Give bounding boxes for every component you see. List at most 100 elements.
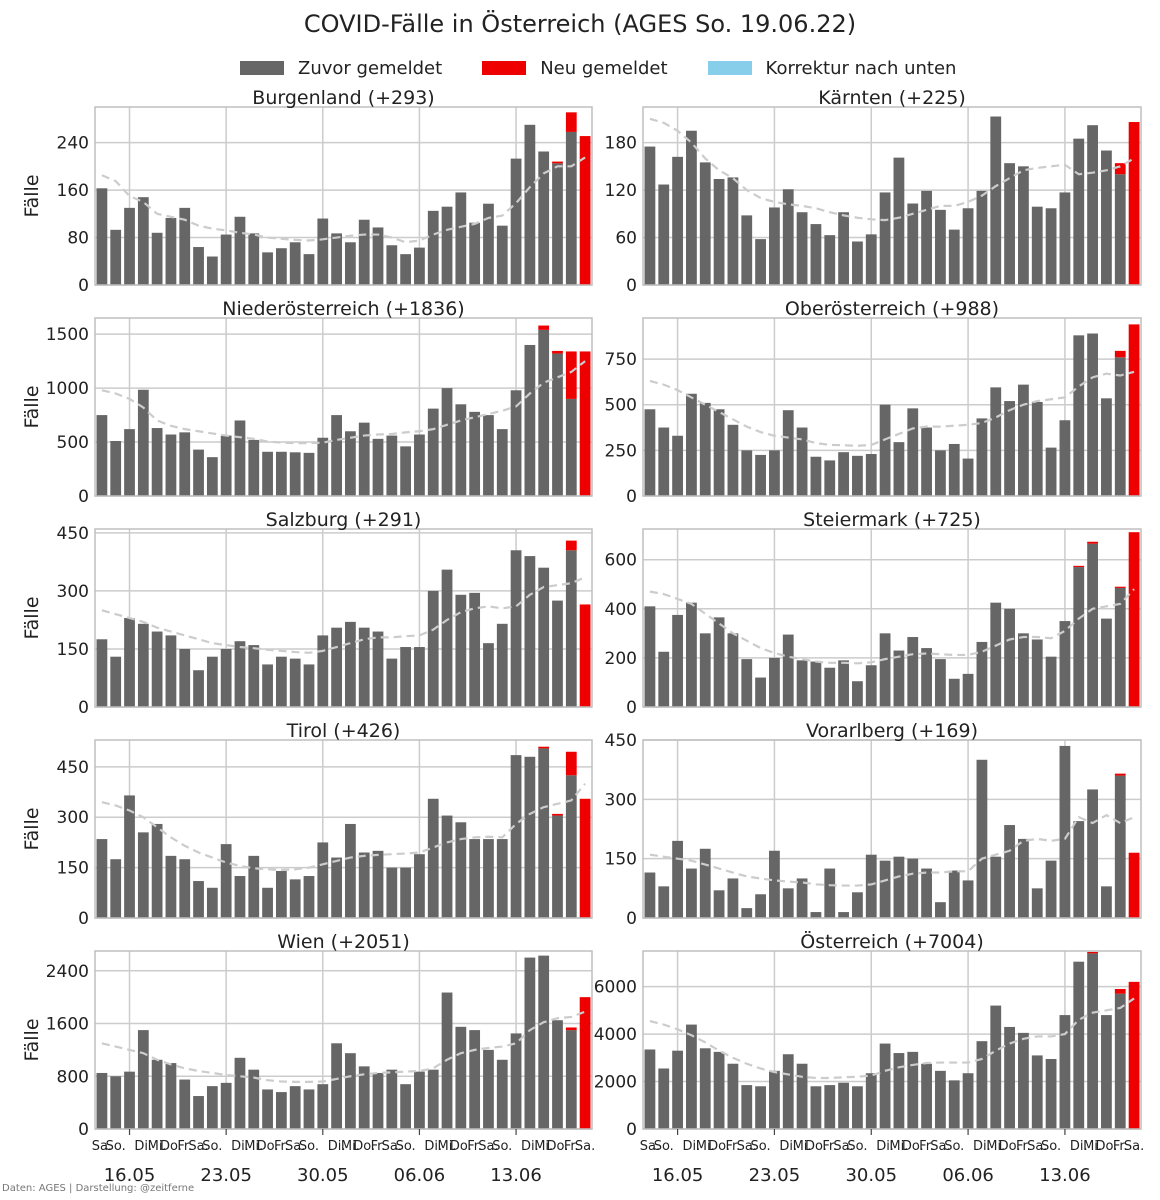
bar-prev	[713, 890, 725, 918]
bar-prev	[565, 1030, 577, 1129]
y-tick-label: 1500	[46, 325, 89, 345]
y-tick-label: 180	[605, 134, 637, 154]
bar-prev	[234, 216, 246, 285]
y-tick-label: 300	[605, 790, 637, 810]
x-tick-label: Mi.	[148, 1139, 167, 1154]
bar-prev	[1018, 633, 1029, 707]
bar-prev	[907, 637, 919, 707]
bar-prev	[838, 660, 849, 707]
bar-new	[552, 161, 563, 164]
bar-prev	[469, 411, 481, 496]
bar-prev	[262, 887, 273, 918]
bar-prev	[1073, 335, 1085, 496]
bar-prev	[865, 1073, 877, 1129]
bar-prev	[110, 656, 122, 707]
bar-prev	[358, 219, 370, 285]
panel-title: Burgenland (+293)	[252, 87, 434, 109]
bar-prev	[644, 409, 656, 496]
bar-prev	[372, 227, 384, 285]
bar-prev	[345, 823, 356, 918]
y-tick-label: 0	[78, 909, 89, 929]
bar-prev	[469, 839, 481, 918]
bar-prev	[727, 177, 739, 285]
bar-prev	[220, 435, 232, 496]
y-tick-label: 1000	[46, 379, 89, 399]
x-tick-label: So.	[654, 1139, 674, 1154]
bar-prev	[372, 438, 384, 496]
bar-prev	[741, 908, 753, 918]
bar-prev	[1114, 993, 1126, 1129]
y-tick-label: 0	[78, 1120, 89, 1140]
bar-prev	[644, 872, 656, 918]
bar-prev	[990, 387, 1002, 496]
panel-title: Salzburg (+291)	[266, 509, 422, 531]
y-tick-label: 0	[626, 1120, 637, 1140]
bar-prev	[713, 617, 725, 707]
bar-prev	[644, 1049, 656, 1129]
bar-prev	[1031, 1055, 1043, 1129]
y-tick-label: 150	[605, 850, 637, 870]
bar-prev	[879, 1043, 891, 1129]
bar-prev	[727, 878, 739, 918]
x-tick-label: Mi.	[986, 1139, 1005, 1154]
bar-prev	[234, 876, 246, 918]
bar-prev	[935, 1070, 946, 1129]
bar-prev	[496, 1059, 508, 1129]
bar-prev	[810, 661, 822, 707]
bar-prev	[510, 755, 522, 918]
bar-new	[552, 813, 563, 816]
bar-prev	[852, 681, 863, 707]
chart-title: COVID-Fälle in Österreich (AGES So. 19.0…	[303, 10, 857, 38]
plot-frame	[94, 106, 593, 286]
plot-frame	[94, 950, 593, 1130]
bar-prev	[658, 651, 670, 707]
bar-prev	[510, 390, 522, 496]
bar-prev	[672, 156, 683, 285]
y-tick-label: 450	[57, 758, 89, 778]
panel-3: 0 250 500 750 Oberösterreich (+988)	[605, 298, 1142, 507]
bar-prev	[838, 1082, 849, 1129]
x-tick-label: Mi.	[793, 1139, 812, 1154]
bar-prev	[976, 641, 988, 707]
bar-prev	[727, 633, 739, 707]
bar-prev	[289, 242, 301, 285]
bar-prev	[1018, 166, 1029, 285]
panel-2: 0 500 1000 1500 Niederösterreich (+1836) Fäll…	[21, 298, 593, 507]
bar-prev	[672, 1050, 683, 1129]
bar-prev	[345, 1053, 356, 1129]
avg-line	[101, 360, 586, 445]
x-tick-label: Fr.	[1016, 1139, 1031, 1154]
bar-prev	[658, 1068, 670, 1129]
bar-prev	[893, 856, 905, 918]
bar-prev	[331, 415, 342, 496]
bar-prev	[935, 450, 946, 496]
bar-prev	[124, 795, 135, 918]
bar-prev	[124, 1071, 135, 1129]
avg-line	[101, 782, 586, 872]
panel-7: 0 150 300 450 Vorarlberg (+169)	[605, 720, 1142, 929]
bar-prev	[879, 860, 891, 918]
bar-prev	[124, 429, 135, 496]
bar-prev	[1059, 1015, 1071, 1129]
panel-5: 0 200 400 600 Steiermark (+725)	[605, 509, 1142, 718]
bar-prev	[879, 404, 891, 496]
bar-prev	[948, 443, 960, 496]
bar-prev	[1004, 163, 1015, 285]
bar-prev	[824, 460, 836, 496]
bar-prev	[1059, 745, 1071, 918]
bar-prev	[1045, 1058, 1057, 1129]
y-tick-label: 6000	[594, 978, 637, 998]
y-tick-label: 450	[605, 731, 637, 751]
bar-prev	[400, 867, 412, 918]
bar-prev	[1087, 125, 1098, 285]
week-label: 16.05	[104, 1165, 156, 1186]
bar-prev	[165, 434, 177, 496]
bar-prev	[248, 645, 260, 707]
bar-prev	[658, 427, 670, 496]
x-tick-label: So.	[1041, 1139, 1061, 1154]
bar-prev	[755, 1086, 766, 1129]
bar-prev	[727, 424, 739, 496]
panel-title: Kärnten (+225)	[818, 87, 966, 109]
bar-prev	[852, 892, 863, 918]
